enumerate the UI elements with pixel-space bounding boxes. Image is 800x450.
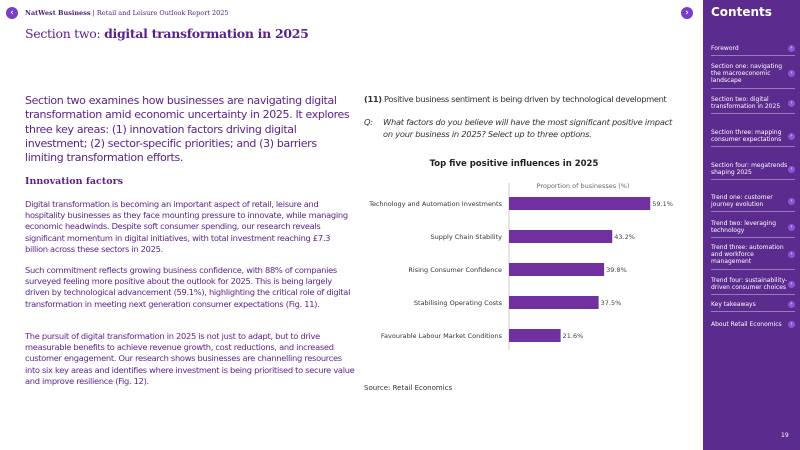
bar-chart: Top five positive influences in 2025 Pro… bbox=[368, 159, 673, 350]
data-label: 21.6% bbox=[563, 332, 584, 340]
contents-item-label: Section one: navigating the macroeconomi… bbox=[711, 63, 783, 85]
category-label: Supply Chain Stability bbox=[431, 233, 503, 241]
back-button[interactable]: ‹ bbox=[6, 7, 18, 19]
contents-sidebar: Contents Foreword › Section one: navigatin… bbox=[703, 0, 800, 450]
category-label: Favourable Labour Market Conditions bbox=[381, 332, 503, 340]
page-number: 19 bbox=[781, 432, 789, 439]
chevron-right-icon: › bbox=[788, 197, 795, 205]
category-label: Stabilising Operating Costs bbox=[414, 299, 503, 307]
contents-item-label: About Retail Economics bbox=[711, 321, 782, 328]
data-label: 39.8% bbox=[606, 266, 627, 274]
chevron-right-icon: › bbox=[788, 99, 795, 107]
contents-item[interactable]: Section one: navigating the macroeconomi… bbox=[711, 60, 795, 89]
brand-name: NatWest Business bbox=[25, 9, 91, 17]
contents-item[interactable]: Trend four: sustainability-driven consum… bbox=[711, 274, 795, 296]
intro-text: Section two examines how businesses are … bbox=[25, 94, 350, 165]
contents-item-label: Trend one: customer journey evolution bbox=[711, 194, 773, 209]
contents-item-label: Trend three: automation and workforce ma… bbox=[711, 244, 784, 266]
figure-caption-text: Positive business sentiment is being dri… bbox=[384, 94, 667, 104]
page-title: Section two: digital transformation in 2… bbox=[25, 26, 525, 41]
data-label: 37.5% bbox=[601, 299, 622, 307]
contents-item[interactable]: Section two: digital transformation in 2… bbox=[711, 93, 795, 115]
report-header: NatWest Business | Retail and Leisure Ou… bbox=[25, 9, 229, 17]
next-button[interactable]: › bbox=[681, 7, 693, 19]
bar bbox=[509, 230, 613, 243]
question-text: What factors do you believe will have th… bbox=[383, 117, 672, 139]
chevron-right-icon: › bbox=[788, 132, 795, 140]
paragraph: Such commitment reflects growing busines… bbox=[25, 265, 351, 309]
contents-item[interactable]: Foreword › bbox=[711, 42, 795, 57]
question-label: Q: bbox=[364, 117, 373, 127]
chevron-right-icon: › bbox=[788, 280, 795, 288]
paragraph: Digital transformation is becoming an im… bbox=[25, 199, 348, 254]
category-label: Rising Consumer Confidence bbox=[408, 266, 502, 274]
contents-item[interactable]: Trend two: leveraging technology › bbox=[711, 217, 795, 239]
survey-question: Q: What factors do you believe will have … bbox=[364, 117, 684, 140]
contents-item[interactable]: Section four: megatrends shaping 2025 › bbox=[711, 159, 795, 181]
data-label: 59.1% bbox=[652, 200, 673, 208]
contents-item[interactable]: Section three: mapping consumer expectat… bbox=[711, 126, 795, 148]
title-main: digital transformation in 2025 bbox=[104, 26, 309, 41]
contents-item-label: Foreword bbox=[711, 45, 739, 52]
contents-item-label: Key takeaways bbox=[711, 301, 756, 308]
chevron-right-icon: › bbox=[788, 223, 795, 231]
contents-item[interactable]: About Retail Economics › bbox=[711, 318, 795, 331]
chevron-right-icon: › bbox=[788, 165, 795, 173]
bar bbox=[509, 296, 599, 309]
data-label: 43.2% bbox=[614, 233, 635, 241]
chevron-right-icon: › bbox=[788, 301, 795, 309]
chevron-right-icon: › bbox=[788, 70, 795, 78]
subheading: Innovation factors bbox=[25, 176, 123, 187]
bar bbox=[509, 263, 605, 276]
title-prefix: Section two: bbox=[25, 26, 101, 41]
contents-item[interactable]: Key takeaways › bbox=[711, 298, 795, 313]
x-axis-label: Proportion of businesses (%) bbox=[537, 182, 630, 190]
chevron-right-icon: › bbox=[788, 45, 795, 53]
chevron-right-icon: › bbox=[788, 251, 795, 259]
source-note: Source: Retail Economics bbox=[364, 384, 453, 392]
bar bbox=[509, 197, 651, 210]
figure-caption: (11) Positive business sentiment is bein… bbox=[364, 94, 694, 104]
sidebar-title: Contents bbox=[711, 5, 772, 19]
contents-item-label: Section two: digital transformation in 2… bbox=[711, 96, 781, 111]
contents-item[interactable]: Trend one: customer journey evolution › bbox=[711, 191, 795, 213]
contents-item[interactable]: Trend three: automation and workforce ma… bbox=[711, 241, 795, 270]
contents-item-label: Trend two: leveraging technology bbox=[711, 220, 777, 235]
bar bbox=[509, 329, 561, 342]
figure-number: (11) bbox=[364, 94, 382, 104]
chart-title: Top five positive influences in 2025 bbox=[430, 159, 599, 169]
contents-item-label: Trend four: sustainability-driven consum… bbox=[711, 277, 788, 292]
contents-item-label: Section three: mapping consumer expectat… bbox=[711, 129, 782, 144]
paragraph: The pursuit of digital transformation in… bbox=[25, 331, 355, 386]
chevron-right-icon: › bbox=[788, 321, 795, 329]
contents-item-label: Section four: megatrends shaping 2025 bbox=[711, 162, 788, 177]
category-label: Technology and Automation Investments bbox=[368, 200, 503, 208]
report-name: Retail and Leisure Outlook Report 2025 bbox=[96, 9, 229, 17]
